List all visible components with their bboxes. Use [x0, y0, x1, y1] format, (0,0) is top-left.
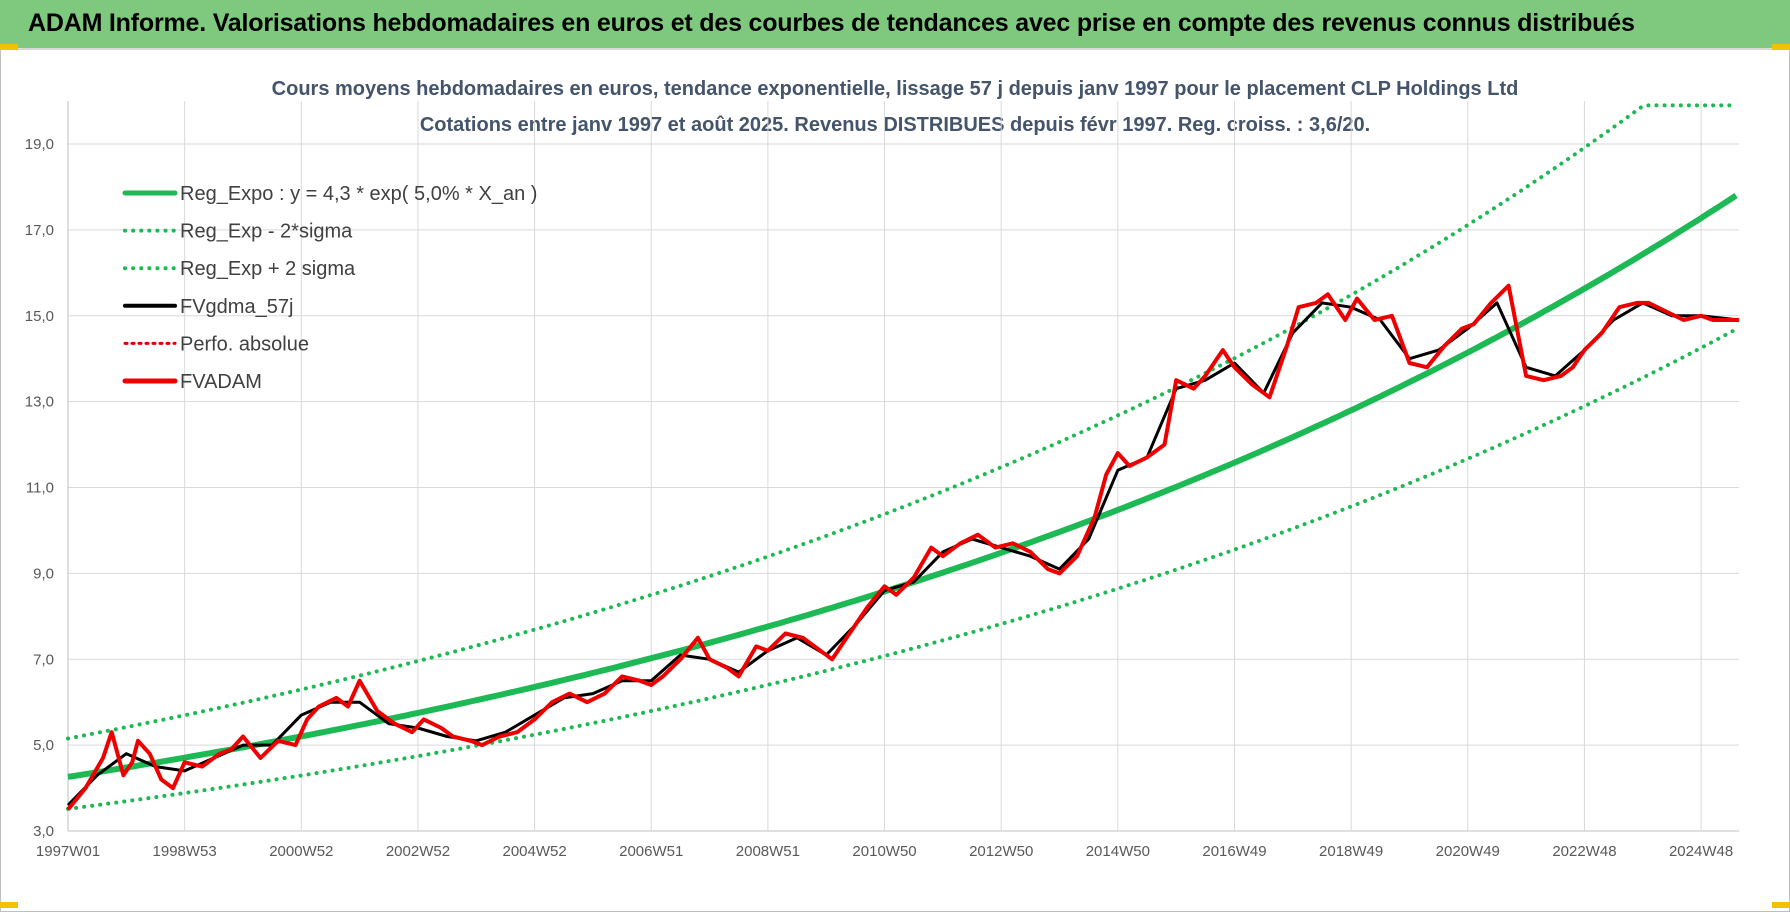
y-tick-label: 11,0 — [26, 480, 54, 497]
x-tick-label: 2016W49 — [1202, 843, 1266, 860]
y-tick-label: 19,0 — [25, 136, 54, 153]
y-tick-label: 17,0 — [25, 222, 54, 239]
series-reg-minus-2sigma — [66, 327, 1739, 811]
x-tick-label: 2008W51 — [736, 843, 800, 860]
x-tick-label: 2022W48 — [1552, 843, 1616, 860]
grid — [67, 101, 1739, 832]
x-tick-label: 2024W48 — [1669, 843, 1733, 860]
y-tick-label: 3,0 — [33, 823, 54, 840]
x-tick-label: 1998W53 — [153, 843, 217, 860]
x-tick-label: 2018W49 — [1319, 843, 1383, 860]
corner-mark-bottom-left — [0, 902, 18, 908]
x-tick-label: 1997W01 — [36, 843, 100, 860]
legend-label-reg_expo: Reg_Expo : y = 4,3 * exp( 5,0% * X_an ) — [180, 183, 537, 205]
series-fvgdma-57j — [66, 301, 1740, 807]
legend: Reg_Expo : y = 4,3 * exp( 5,0% * X_an ) R… — [122, 183, 537, 393]
legend-label-fvadam: FVADAM — [180, 371, 262, 393]
legend-label-reg_minus: Reg_Exp - 2*sigma — [180, 221, 353, 243]
legend-label-reg_plus: Reg_Exp + 2 sigma — [180, 258, 356, 280]
y-axis-ticks: 3,0 5,0 7,0 9,0 11,0 13,0 15,0 17,0 19,0 — [25, 136, 54, 840]
series-fvadam — [66, 283, 1739, 811]
y-tick-label: 7,0 — [33, 651, 54, 668]
chart-subtitle: Cotations entre janv 1997 et août 2025. … — [420, 114, 1370, 136]
x-tick-label: 2006W51 — [619, 843, 683, 860]
corner-mark-top-right — [1772, 44, 1790, 50]
corner-mark-top-left — [0, 44, 18, 50]
x-tick-label: 2010W50 — [852, 843, 916, 860]
x-tick-label: 2000W52 — [269, 843, 333, 860]
x-tick-label: 2012W50 — [969, 843, 1033, 860]
chart-title: Cours moyens hebdomadaires en euros, ten… — [272, 78, 1519, 100]
y-tick-label: 9,0 — [33, 565, 54, 582]
legend-label-perfo: Perfo. absolue — [180, 333, 309, 355]
series-reg-expo — [67, 192, 1738, 780]
x-tick-label: 2014W50 — [1086, 843, 1150, 860]
x-axis-ticks: 1997W01 1998W53 2000W52 2002W52 2004W52 2006W… — [36, 843, 1733, 860]
y-tick-label: 15,0 — [25, 308, 54, 325]
banner-title: ADAM Informe. Valorisations hebdomadaire… — [28, 9, 1635, 37]
x-tick-label: 2002W52 — [386, 843, 450, 860]
x-tick-label: 2020W49 — [1436, 843, 1500, 860]
corner-mark-bottom-right — [1772, 902, 1790, 908]
y-tick-label: 13,0 — [25, 394, 54, 411]
x-tick-label: 2004W52 — [502, 843, 566, 860]
report-banner: ADAM Informe. Valorisations hebdomadaire… — [0, 0, 1790, 50]
series-layer — [66, 103, 1740, 811]
y-tick-label: 5,0 — [33, 737, 54, 754]
series-reg-plus-2sigma — [66, 103, 1739, 741]
legend-label-fvgdma: FVgdma_57j — [180, 296, 293, 318]
